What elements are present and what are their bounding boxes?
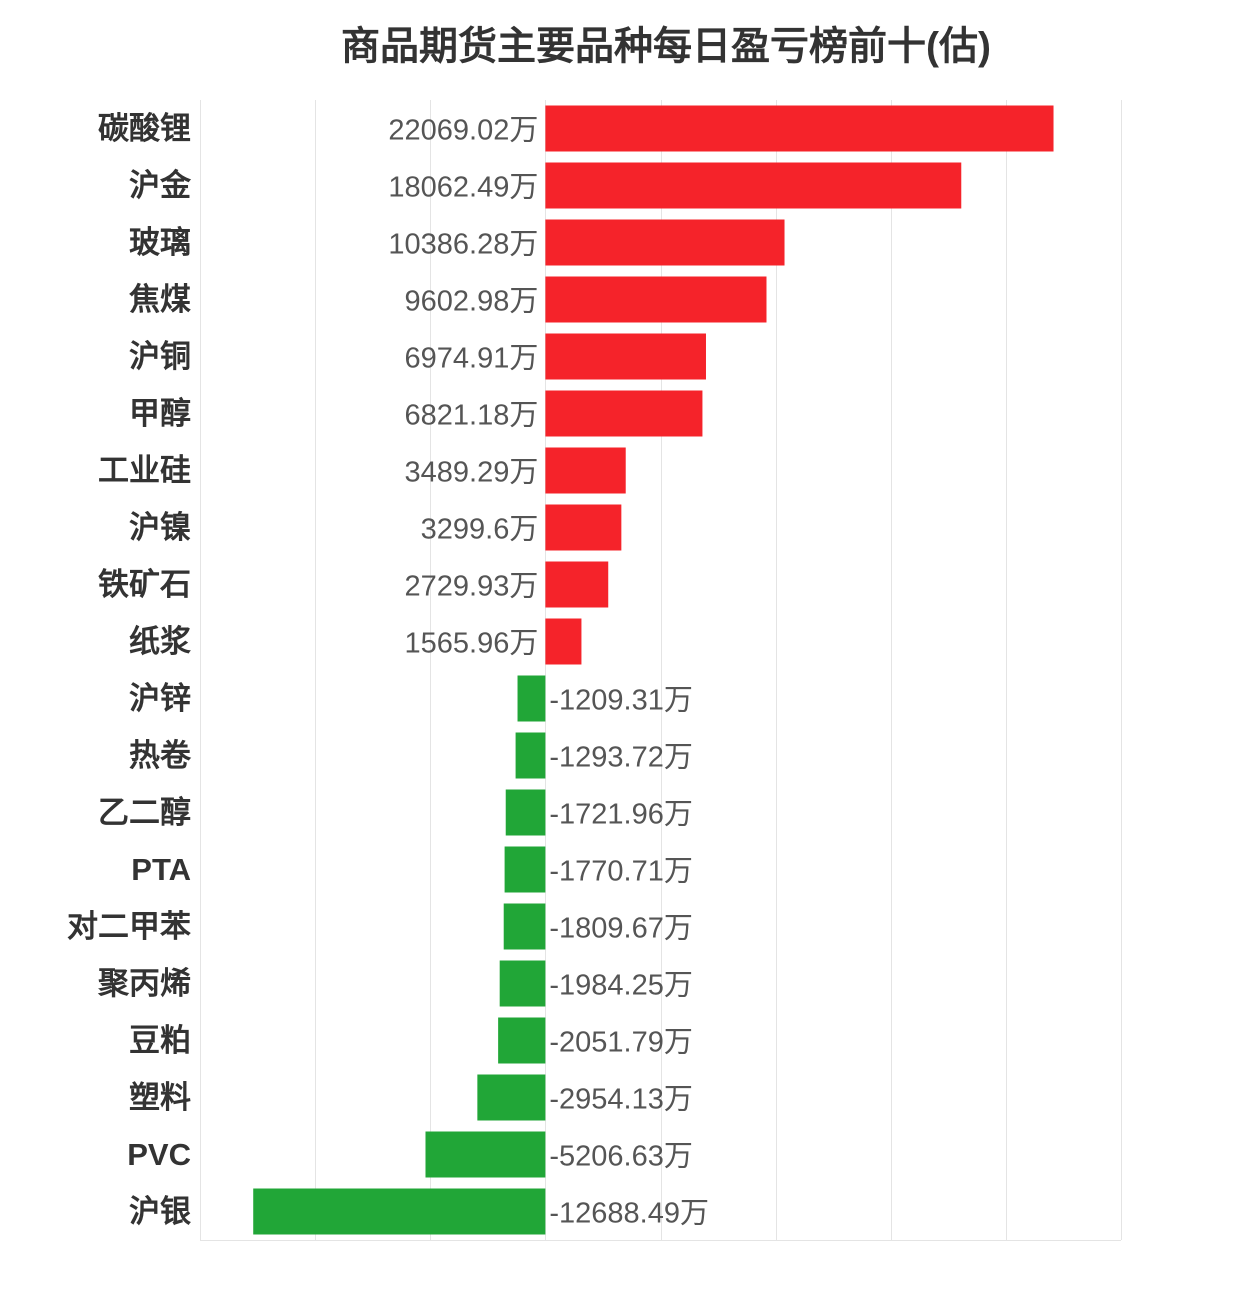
category-label: 玻璃 xyxy=(129,225,191,260)
bar-3 xyxy=(545,219,785,266)
bar-10 xyxy=(545,618,582,665)
category-label: 甲醇 xyxy=(129,396,191,431)
value-label: -2051.79万 xyxy=(549,1027,693,1059)
category-label: 沪银 xyxy=(129,1194,191,1229)
bar-7 xyxy=(545,447,626,494)
category-label: 塑料 xyxy=(129,1080,191,1115)
value-label: -12688.49万 xyxy=(549,1198,709,1230)
bar-2 xyxy=(545,162,962,209)
bar-14 xyxy=(504,846,546,893)
bar-19 xyxy=(425,1131,546,1178)
bar-13 xyxy=(505,789,546,836)
category-label: 沪锌 xyxy=(129,681,191,716)
category-label: 焦煤 xyxy=(129,282,191,317)
value-label: -1209.31万 xyxy=(549,685,693,717)
value-label: 22069.02万 xyxy=(388,115,538,147)
value-label: -5206.63万 xyxy=(549,1141,693,1173)
bar-20 xyxy=(253,1188,546,1235)
value-label: 6821.18万 xyxy=(405,400,539,432)
chart-title: 商品期货主要品种每日盈亏榜前十(估) xyxy=(341,26,991,69)
bar-5 xyxy=(545,333,706,380)
bar-4 xyxy=(545,276,767,323)
bars xyxy=(253,105,1054,1235)
category-label: 对二甲苯 xyxy=(67,909,191,944)
value-label: -1809.67万 xyxy=(549,913,693,945)
value-label: 6974.91万 xyxy=(405,343,539,375)
category-label: 聚丙烯 xyxy=(97,966,191,1001)
bar-17 xyxy=(498,1017,546,1064)
category-label: 碳酸锂 xyxy=(98,111,191,146)
category-label: 沪镍 xyxy=(129,510,191,545)
bar-11 xyxy=(517,675,546,722)
gridlines xyxy=(200,100,1122,1241)
category-label: 沪金 xyxy=(129,168,192,203)
category-label: 纸浆 xyxy=(129,624,191,659)
bar-12 xyxy=(515,732,546,779)
value-label: -1293.72万 xyxy=(549,742,693,774)
value-label: 10386.28万 xyxy=(388,229,538,261)
bar-18 xyxy=(477,1074,546,1121)
bar-1 xyxy=(545,105,1054,152)
value-label: 3299.6万 xyxy=(421,514,539,546)
value-label: 3489.29万 xyxy=(405,457,539,489)
bar-6 xyxy=(545,390,703,437)
category-label: PTA xyxy=(131,852,191,887)
category-label: 沪铜 xyxy=(129,339,191,374)
value-label: -2954.13万 xyxy=(549,1084,693,1116)
value-label: -1770.71万 xyxy=(549,856,693,888)
bar-8 xyxy=(545,504,622,551)
value-label: -1984.25万 xyxy=(549,970,693,1002)
value-label: 18062.49万 xyxy=(388,172,538,204)
value-label: 1565.96万 xyxy=(405,628,539,660)
category-label: 热卷 xyxy=(129,738,192,773)
bar-16 xyxy=(499,960,546,1007)
bar-9 xyxy=(545,561,609,608)
value-label: -1721.96万 xyxy=(549,799,693,831)
value-label: 2729.93万 xyxy=(405,571,539,603)
category-label: 工业硅 xyxy=(98,453,191,488)
category-label: PVC xyxy=(127,1137,191,1172)
category-label: 乙二醇 xyxy=(98,795,191,830)
category-label: 铁矿石 xyxy=(98,567,191,602)
value-label: 9602.98万 xyxy=(405,286,539,318)
value-labels: 22069.02万 18062.49万 10386.28万 9602.98万 6974.… xyxy=(388,115,709,1230)
bar-15 xyxy=(503,903,546,950)
category-label: 豆粕 xyxy=(129,1023,191,1058)
